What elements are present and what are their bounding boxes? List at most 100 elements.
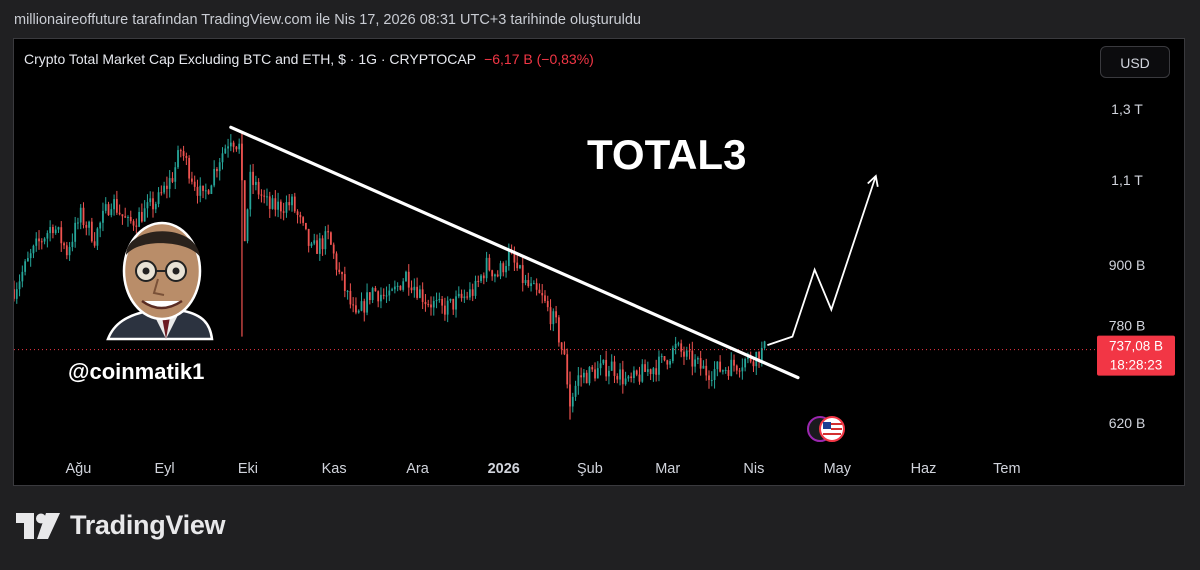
x-tick-label: Eyl: [154, 461, 174, 477]
candle: [466, 291, 469, 300]
candle: [327, 224, 330, 240]
candle: [674, 336, 677, 355]
candle: [143, 200, 146, 222]
chart-panel[interactable]: TOTAL3 @coinmatik1 1,3 T 1,1 T 900 B 780 B 6…: [13, 38, 1185, 486]
chart-canvas[interactable]: TOTAL3 @coinmatik1 1,3 T 1,1 T 900 B 780 B 6…: [14, 39, 1184, 485]
candle: [407, 264, 410, 296]
brand-name: TradingView: [70, 510, 226, 540]
candle: [449, 298, 452, 303]
candle: [74, 216, 77, 248]
candle: [463, 289, 466, 303]
candle: [541, 284, 544, 304]
last-price-badge: 737,08 B 18:28:23: [1097, 335, 1175, 376]
candle: [441, 295, 444, 314]
candle: [257, 178, 260, 200]
candle: [154, 201, 157, 214]
candle: [368, 292, 371, 305]
candle: [380, 287, 382, 309]
candle: [302, 216, 305, 226]
candle: [218, 158, 221, 181]
candle: [457, 286, 460, 299]
candle: [546, 295, 549, 312]
candle: [435, 292, 438, 309]
price-change: −6,17 B (−0,83%): [484, 51, 594, 67]
candle: [321, 235, 324, 256]
x-tick-label: Nis: [743, 461, 764, 477]
candle: [627, 374, 630, 382]
candle: [18, 274, 21, 297]
candle: [229, 134, 232, 152]
candle: [216, 167, 218, 178]
candle: [444, 297, 446, 321]
candle: [733, 354, 735, 372]
candles-layer: [14, 132, 766, 420]
avatar-caricature: [106, 221, 214, 341]
economic-event-icons[interactable]: [807, 416, 845, 442]
candle: [174, 162, 177, 190]
candle: [335, 251, 338, 276]
candle: [346, 289, 349, 300]
candle: [360, 292, 363, 312]
downtrend-line[interactable]: [229, 125, 800, 380]
y-tick-label: 620 B: [1109, 415, 1146, 431]
candle: [496, 270, 499, 278]
candle: [288, 194, 291, 211]
candle: [393, 280, 396, 294]
projection-arrow[interactable]: [767, 174, 879, 346]
y-axis[interactable]: 1,3 T 1,1 T 900 B 780 B 620 B: [1109, 101, 1146, 431]
candle: [388, 283, 391, 302]
currency-button[interactable]: USD: [1100, 46, 1170, 78]
candle: [424, 294, 427, 312]
candle: [179, 148, 182, 158]
candle: [391, 287, 393, 292]
candle: [469, 282, 471, 301]
candle: [349, 283, 352, 309]
symbol-legend[interactable]: Crypto Total Market Cap Excluding BTC an…: [24, 51, 594, 67]
candle: [713, 361, 716, 389]
candle: [166, 176, 168, 199]
candle: [585, 370, 588, 384]
candle: [452, 298, 455, 315]
candle: [357, 309, 360, 314]
candle: [313, 233, 316, 246]
candle: [385, 286, 388, 303]
candle: [382, 288, 385, 300]
candle: [14, 280, 15, 302]
candle: [560, 342, 563, 355]
candle: [49, 220, 52, 242]
candle: [332, 242, 335, 259]
candle: [238, 138, 241, 154]
candle: [527, 272, 530, 288]
candle: [502, 261, 505, 277]
candle: [624, 371, 627, 386]
candle: [471, 283, 474, 302]
candle: [535, 278, 538, 296]
candle: [127, 215, 129, 227]
candle: [516, 253, 519, 271]
candle: [588, 366, 591, 386]
x-tick-label: Eki: [238, 461, 258, 477]
candle: [557, 315, 560, 347]
candle: [104, 197, 107, 214]
candle: [524, 274, 527, 286]
bar-countdown: 18:28:23: [1110, 358, 1163, 373]
candle: [641, 359, 644, 383]
candle: [563, 341, 566, 356]
candle: [633, 366, 635, 384]
candle: [549, 299, 552, 331]
candle: [680, 339, 683, 358]
candle: [118, 204, 121, 216]
candle: [571, 392, 574, 413]
x-axis[interactable]: Ağu Eyl Eki Kas Ara 2026 Şub Mar Nis May Haz Tem: [65, 461, 1020, 477]
candle: [366, 283, 368, 316]
candle: [60, 221, 63, 252]
candle: [608, 365, 610, 385]
candle: [427, 299, 430, 308]
candle: [232, 140, 235, 153]
candle: [115, 190, 118, 215]
candle: [699, 350, 702, 376]
candle: [649, 368, 652, 381]
candle: [432, 296, 435, 316]
candle: [249, 164, 252, 217]
candle: [210, 184, 213, 195]
